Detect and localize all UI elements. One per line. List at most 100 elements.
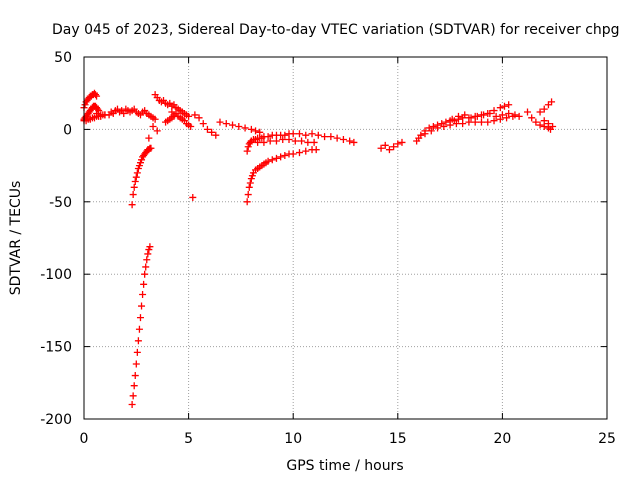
data-point xyxy=(241,124,249,132)
data-point xyxy=(195,114,203,122)
data-point xyxy=(333,134,341,142)
data-point xyxy=(203,125,211,133)
data-point xyxy=(310,138,318,146)
data-point xyxy=(540,117,548,125)
data-point xyxy=(548,98,556,106)
data-point xyxy=(473,112,481,120)
series-arc-e xyxy=(128,144,155,209)
data-point xyxy=(471,118,479,126)
data-point xyxy=(496,115,504,123)
data-point xyxy=(394,140,402,148)
data-point xyxy=(291,137,299,145)
series-arc-d xyxy=(191,111,264,139)
data-point xyxy=(448,115,456,123)
data-point xyxy=(549,123,557,131)
data-point xyxy=(247,137,255,145)
data-point xyxy=(170,112,178,120)
data-point xyxy=(185,112,193,120)
series-arc-l3 xyxy=(540,117,557,131)
data-point xyxy=(272,154,280,162)
data-point xyxy=(135,325,143,333)
data-point xyxy=(189,193,197,201)
data-point xyxy=(498,111,506,119)
data-point xyxy=(94,105,102,113)
data-point xyxy=(151,115,159,123)
data-point xyxy=(247,125,255,133)
series-arc-l2 xyxy=(536,98,556,116)
data-point xyxy=(216,118,224,126)
data-point xyxy=(536,121,544,129)
data-point xyxy=(421,130,429,138)
data-point xyxy=(264,157,272,165)
data-point xyxy=(298,137,306,145)
series-arc-k2 xyxy=(415,112,523,142)
data-point xyxy=(390,143,398,151)
data-point xyxy=(398,138,406,146)
data-point xyxy=(132,173,140,181)
data-point xyxy=(147,144,155,152)
data-point xyxy=(153,127,161,135)
data-point xyxy=(133,169,141,177)
data-point xyxy=(281,131,289,139)
data-point xyxy=(252,127,260,135)
series-arc-i xyxy=(243,146,320,206)
data-point xyxy=(377,144,385,152)
data-point xyxy=(381,141,389,149)
data-point xyxy=(129,392,137,400)
data-point xyxy=(199,120,207,128)
y-tick-label: -100 xyxy=(40,267,72,283)
x-tick-label: 20 xyxy=(493,431,511,447)
data-point xyxy=(120,109,128,117)
data-point xyxy=(544,120,552,128)
data-point xyxy=(302,147,310,155)
data-point xyxy=(515,112,523,120)
data-point xyxy=(222,120,230,128)
series-arc-a1 xyxy=(80,89,101,112)
series-arc-j xyxy=(377,138,406,154)
data-point xyxy=(321,133,329,141)
data-point xyxy=(244,191,252,199)
data-point xyxy=(139,290,147,298)
data-point xyxy=(229,121,237,129)
data-point xyxy=(540,105,548,113)
data-point xyxy=(490,117,498,125)
data-point xyxy=(427,127,435,135)
data-point xyxy=(138,302,146,310)
x-tick-label: 5 xyxy=(184,431,193,447)
data-point xyxy=(285,136,293,144)
chart-title: Day 045 of 2023, Sidereal Day-to-day VTE… xyxy=(52,22,620,38)
data-point xyxy=(339,136,347,144)
data-point xyxy=(277,153,285,161)
data-point xyxy=(385,146,393,154)
data-point xyxy=(295,130,303,138)
y-tick-label: 50 xyxy=(54,50,72,66)
data-point xyxy=(440,123,448,131)
data-point xyxy=(503,114,511,122)
data-point xyxy=(490,107,498,115)
data-point xyxy=(208,128,216,136)
data-point xyxy=(92,91,100,99)
data-point xyxy=(528,114,536,122)
data-point xyxy=(235,123,243,131)
series-arc-b2 xyxy=(93,109,113,120)
data-point xyxy=(187,123,195,131)
data-point xyxy=(133,348,141,356)
data-point xyxy=(268,156,276,164)
data-point xyxy=(289,130,297,138)
data-point xyxy=(281,151,289,159)
data-point xyxy=(246,179,254,187)
data-point xyxy=(459,120,467,128)
data-point xyxy=(442,118,450,126)
data-point xyxy=(486,109,494,117)
data-point xyxy=(131,372,139,380)
data-point xyxy=(130,382,138,390)
data-point xyxy=(327,133,335,141)
data-point xyxy=(134,337,142,345)
data-point xyxy=(350,138,358,146)
data-point xyxy=(245,183,253,191)
data-point xyxy=(496,104,504,112)
data-point xyxy=(532,118,540,126)
data-point xyxy=(243,198,251,206)
data-point xyxy=(131,178,139,186)
data-point xyxy=(264,133,272,141)
